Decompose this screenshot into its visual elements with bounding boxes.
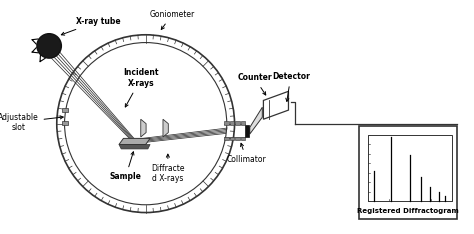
Bar xyxy=(224,121,228,125)
Text: Registered Diffractogram: Registered Diffractogram xyxy=(357,208,459,214)
Bar xyxy=(230,121,234,125)
Text: X-ray tube: X-ray tube xyxy=(61,17,120,35)
Text: Incident
X-rays: Incident X-rays xyxy=(123,69,159,107)
Text: Collimator: Collimator xyxy=(227,143,266,164)
Bar xyxy=(62,108,68,112)
Bar xyxy=(241,137,246,140)
Bar xyxy=(230,137,234,140)
Bar xyxy=(235,121,240,125)
Bar xyxy=(368,135,452,201)
Bar xyxy=(224,137,228,140)
Text: Adjustable
slot: Adjustable slot xyxy=(0,113,63,132)
Text: Counter: Counter xyxy=(237,73,272,95)
Bar xyxy=(359,126,456,219)
Polygon shape xyxy=(119,138,150,145)
Polygon shape xyxy=(163,119,168,137)
Text: Detector: Detector xyxy=(272,72,310,101)
Bar xyxy=(62,121,68,125)
Bar xyxy=(235,137,240,140)
Text: Diffracte
d X-rays: Diffracte d X-rays xyxy=(151,154,184,183)
Polygon shape xyxy=(141,119,146,137)
Bar xyxy=(241,121,246,125)
Text: Sample: Sample xyxy=(109,152,142,181)
Text: Goniometer: Goniometer xyxy=(150,10,195,29)
Polygon shape xyxy=(264,91,289,119)
Polygon shape xyxy=(119,145,150,149)
Bar xyxy=(246,124,249,137)
Circle shape xyxy=(37,34,61,58)
Polygon shape xyxy=(250,107,262,134)
